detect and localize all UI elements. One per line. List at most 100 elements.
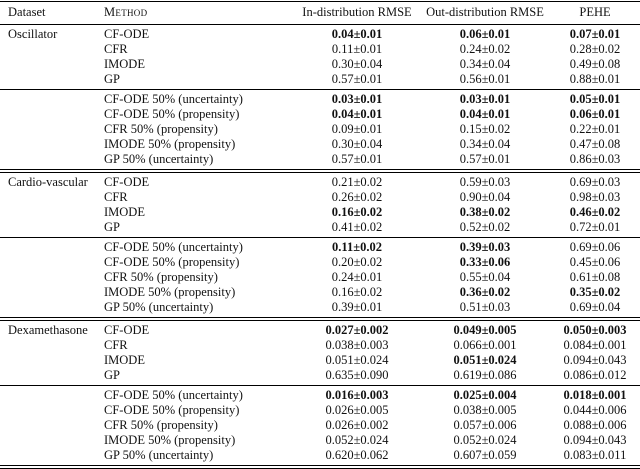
cell-pehe: 0.69±0.03 [550, 169, 640, 190]
cell-out-rmse: 0.051±0.024 [453, 353, 517, 367]
cell-out-rmse: 0.049±0.005 [420, 317, 550, 338]
cell-out-rmse: 0.052±0.024 [453, 433, 517, 447]
cell-pehe: 0.094±0.043 [563, 433, 627, 447]
cell-out-rmse: 0.57±0.01 [459, 152, 511, 166]
cell-dataset [0, 122, 102, 137]
cell-pehe: 0.086±0.012 [563, 368, 627, 382]
table-row: IMODE 0.051±0.024 0.051±0.024 0.094±0.043 [0, 353, 640, 368]
col-header-method: Method [102, 1, 294, 25]
table-row: CF-ODE 50% (propensity) 0.026±0.005 0.038±… [0, 403, 640, 418]
cell-method: IMODE 50% (propensity) [104, 433, 236, 447]
cell-pehe: 0.050±0.003 [550, 317, 640, 338]
cell-method: CFR [104, 42, 128, 56]
cell-pehe: 0.05±0.01 [550, 89, 640, 107]
cell-out-rmse: 0.24±0.02 [459, 42, 511, 56]
table-row: CFR 50% (propensity) 0.24±0.01 0.55±0.04 0.… [0, 270, 640, 285]
cell-dataset [0, 338, 102, 353]
cell-in-rmse: 0.20±0.02 [331, 255, 383, 269]
cell-method: GP [104, 368, 120, 382]
cell-pehe: 0.06±0.01 [569, 107, 621, 121]
cell-in-rmse: 0.57±0.01 [331, 152, 383, 166]
table-row: CF-ODE 50% (propensity) 0.04±0.01 0.04±0.0… [0, 107, 640, 122]
cell-dataset [0, 255, 102, 270]
cell-dataset [0, 285, 102, 300]
cell-method: CF-ODE 50% (uncertainty) [102, 237, 294, 255]
cell-pehe: 0.35±0.02 [569, 285, 621, 299]
cell-method: CFR 50% (propensity) [104, 270, 218, 284]
cell-in-rmse: 0.16±0.02 [331, 205, 383, 219]
cell-dataset [0, 89, 102, 107]
cell-pehe: 0.044±0.006 [563, 403, 627, 417]
table-row: GP 0.635±0.090 0.619±0.086 0.086±0.012 [0, 368, 640, 386]
cell-method: GP 50% (uncertainty) [104, 300, 214, 314]
cell-method: CFR [104, 338, 128, 352]
cell-in-rmse: 0.11±0.02 [294, 237, 420, 255]
cell-in-rmse: 0.04±0.01 [331, 27, 383, 41]
cell-method: CFR 50% (propensity) [104, 122, 218, 136]
cell-pehe: 0.018±0.001 [550, 385, 640, 403]
col-header-pehe: PEHE [550, 1, 640, 25]
cell-pehe: 0.72±0.01 [569, 220, 621, 234]
table-row: CFR 50% (propensity) 0.09±0.01 0.15±0.02 0.… [0, 122, 640, 137]
cell-in-rmse: 0.30±0.04 [331, 57, 383, 71]
cell-in-rmse: 0.39±0.01 [331, 300, 383, 314]
cell-in-rmse: 0.052±0.024 [325, 433, 389, 447]
cell-out-rmse: 0.038±0.005 [453, 403, 517, 417]
cell-out-rmse: 0.59±0.03 [420, 169, 550, 190]
cell-method: IMODE 50% (propensity) [104, 285, 236, 299]
cell-dataset [0, 418, 102, 433]
cell-pehe: 0.49±0.08 [569, 57, 621, 71]
results-table-body: Oscillator CF-ODE 0.04±0.01 0.06±0.01 0.07±0… [0, 25, 640, 468]
cell-pehe: 0.69±0.06 [550, 237, 640, 255]
cell-method: CFR 50% (propensity) [104, 418, 218, 432]
cell-dataset: Cardio-vascular [0, 169, 102, 190]
table-row: Cardio-vascular CF-ODE 0.21±0.02 0.59±0.03 0… [0, 169, 640, 190]
cell-out-rmse: 0.55±0.04 [459, 270, 511, 284]
cell-dataset [0, 385, 102, 403]
table-row: GP 50% (uncertainty) 0.39±0.01 0.51±0.03 0.… [0, 300, 640, 319]
cell-out-rmse: 0.51±0.03 [459, 300, 511, 314]
cell-dataset [0, 107, 102, 122]
cell-pehe: 0.45±0.06 [569, 255, 621, 269]
cell-dataset [0, 448, 102, 467]
cell-in-rmse: 0.635±0.090 [325, 368, 389, 382]
cell-method: IMODE [104, 205, 145, 219]
cell-out-rmse: 0.52±0.02 [459, 220, 511, 234]
cell-in-rmse: 0.09±0.01 [331, 122, 383, 136]
table-row: Oscillator CF-ODE 0.04±0.01 0.06±0.01 0.07±0… [0, 25, 640, 43]
table-row: IMODE 50% (propensity) 0.052±0.024 0.052±0… [0, 433, 640, 448]
table-row: GP 50% (uncertainty) 0.620±0.062 0.607±0.0… [0, 448, 640, 467]
cell-out-rmse: 0.619±0.086 [453, 368, 517, 382]
cell-in-rmse: 0.16±0.02 [331, 285, 383, 299]
cell-in-rmse: 0.24±0.01 [331, 270, 383, 284]
cell-dataset: Oscillator [8, 27, 58, 41]
cell-dataset: Dexamethasone [0, 317, 102, 338]
cell-out-rmse: 0.03±0.01 [420, 89, 550, 107]
cell-pehe: 0.47±0.08 [569, 137, 621, 151]
cell-in-rmse: 0.11±0.01 [331, 42, 383, 56]
cell-method: GP 50% (uncertainty) [104, 152, 214, 166]
cell-pehe: 0.094±0.043 [563, 353, 627, 367]
cell-method: CF-ODE [102, 317, 294, 338]
header-row: Dataset Method In-distribution RMSE Out-… [0, 1, 640, 25]
cell-pehe: 0.69±0.04 [569, 300, 621, 314]
table-row: GP 0.57±0.01 0.56±0.01 0.88±0.01 [0, 72, 640, 90]
table-row: CFR 0.038±0.003 0.066±0.001 0.084±0.001 [0, 338, 640, 353]
cell-pehe: 0.88±0.01 [569, 72, 621, 86]
cell-method: GP [104, 72, 120, 86]
cell-method: IMODE [104, 353, 145, 367]
cell-dataset [0, 42, 102, 57]
cell-in-rmse: 0.04±0.01 [331, 107, 383, 121]
table-row: CFR 0.11±0.01 0.24±0.02 0.28±0.02 [0, 42, 640, 57]
table-row: IMODE 0.30±0.04 0.34±0.04 0.49±0.08 [0, 57, 640, 72]
table-row: IMODE 50% (propensity) 0.30±0.04 0.34±0.04… [0, 137, 640, 152]
cell-dataset [0, 205, 102, 220]
cell-dataset [0, 152, 102, 171]
cell-pehe: 0.07±0.01 [569, 27, 621, 41]
table-row: Dexamethasone CF-ODE 0.027±0.002 0.049±0.00… [0, 317, 640, 338]
cell-out-rmse: 0.34±0.04 [459, 57, 511, 71]
cell-out-rmse: 0.057±0.006 [453, 418, 517, 432]
cell-out-rmse: 0.34±0.04 [459, 137, 511, 151]
